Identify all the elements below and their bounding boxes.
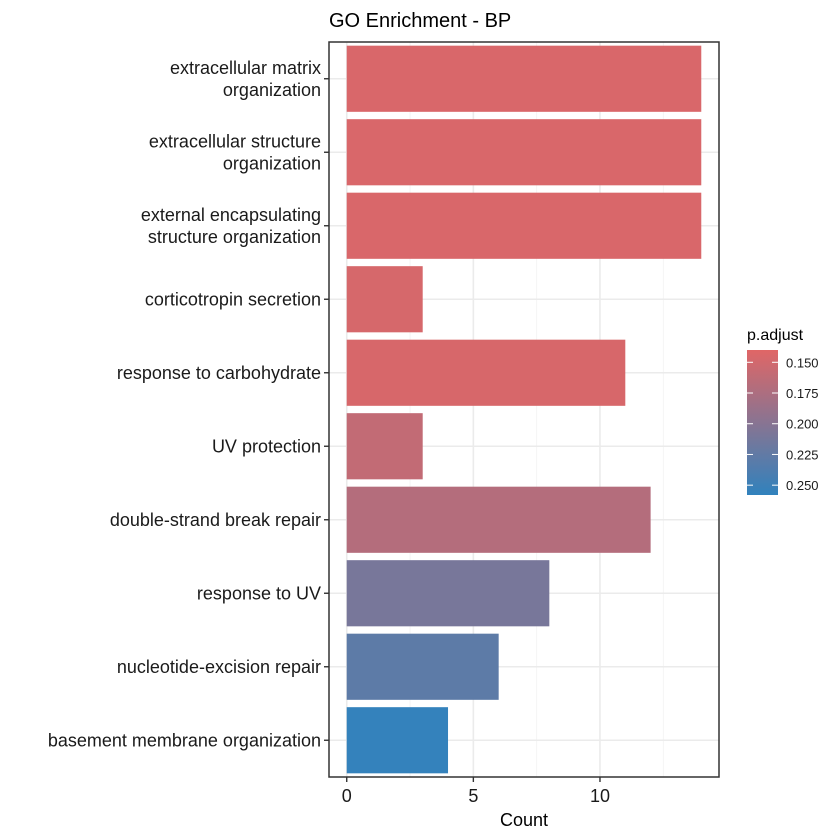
y-tick-label-line: extracellular structure xyxy=(149,131,321,151)
y-tick-label: basement membrane organization xyxy=(48,730,321,750)
y-axis: extracellular matrix organizationextracel… xyxy=(48,58,329,750)
y-tick-label: double-strand break repair xyxy=(110,510,321,530)
y-tick-label-line: basement membrane organization xyxy=(48,730,321,750)
y-tick-label-line: nucleotide-excision repair xyxy=(117,657,321,677)
panel-border xyxy=(328,41,720,778)
y-tick-label: UV protection xyxy=(212,436,321,456)
y-tick-label-line: organization xyxy=(223,153,321,173)
color-legend: p.adjust 0.150 0.175 0.200 0.225 0.250 xyxy=(747,327,819,495)
x-axis-title: Count xyxy=(500,810,548,830)
bar xyxy=(346,413,423,480)
bar xyxy=(346,45,702,112)
y-tick-label: nucleotide-excision repair xyxy=(117,657,321,677)
y-tick-label: corticotropin secretion xyxy=(145,289,321,309)
y-tick-label: response to UV xyxy=(197,583,321,603)
legend-tick-label: 0.225 xyxy=(786,447,819,462)
legend-title: p.adjust xyxy=(747,327,804,344)
bar xyxy=(346,266,423,333)
legend-tick-label: 0.200 xyxy=(786,417,819,432)
bars-layer xyxy=(346,45,702,774)
legend-tick-label: 0.175 xyxy=(786,386,819,401)
legend-colorbar xyxy=(747,350,778,495)
y-tick-label-line: corticotropin secretion xyxy=(145,289,321,309)
bar xyxy=(346,486,651,553)
y-tick-label-line: structure organization xyxy=(148,227,321,247)
y-tick-label-line: double-strand break repair xyxy=(110,510,321,530)
y-tick-label-line: response to UV xyxy=(197,583,321,603)
bar xyxy=(346,192,702,259)
y-tick-label: external encapsulating structure organiza… xyxy=(141,205,321,247)
y-tick-label: extracellular matrix organization xyxy=(170,58,321,100)
y-tick-label: extracellular structure organization xyxy=(149,131,321,173)
chart-title: GO Enrichment - BP xyxy=(329,10,511,32)
y-tick-label-line: external encapsulating xyxy=(141,205,321,225)
y-tick-label-line: UV protection xyxy=(212,436,321,456)
y-tick-label-line: organization xyxy=(223,80,321,100)
bar xyxy=(346,560,550,627)
legend-tick-label: 0.250 xyxy=(786,478,819,493)
y-tick-label: response to carbohydrate xyxy=(117,363,321,383)
x-axis: 0 5 10 xyxy=(342,777,610,806)
x-tick-label: 10 xyxy=(590,786,610,806)
bar xyxy=(346,633,499,700)
bar xyxy=(346,119,702,186)
bar xyxy=(346,707,449,774)
x-tick-label: 5 xyxy=(468,786,478,806)
legend-tick-label: 0.150 xyxy=(786,355,819,370)
legend-ticks: 0.150 0.175 0.200 0.225 0.250 xyxy=(747,355,819,493)
y-tick-label-line: response to carbohydrate xyxy=(117,363,321,383)
y-tick-label-line: extracellular matrix xyxy=(170,58,321,78)
x-tick-label: 0 xyxy=(342,786,352,806)
bar xyxy=(346,339,626,406)
